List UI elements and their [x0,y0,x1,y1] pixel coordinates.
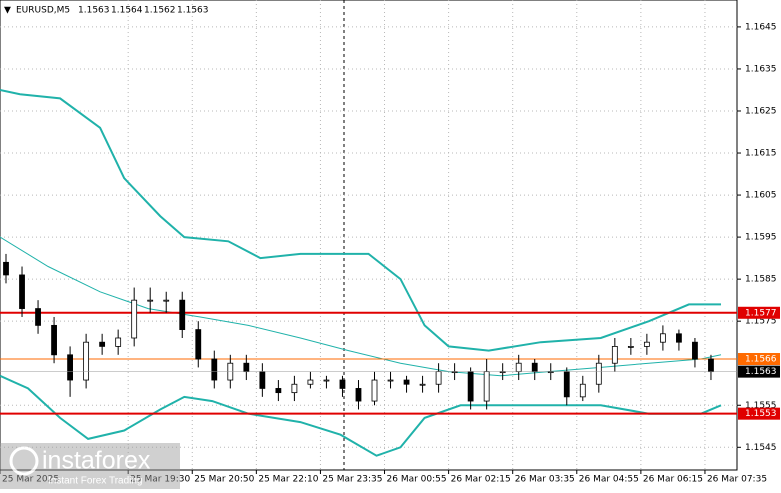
candle-body [195,329,202,360]
level-box [738,353,780,366]
candle-body [67,354,73,381]
level-box [738,407,780,420]
bid-box [738,365,780,378]
candle-body [355,388,362,402]
x-tick-label: 26 Mar 06:15 [643,475,703,485]
candle-body [403,379,410,385]
candle-body [179,299,186,330]
band-line [0,89,721,352]
candle-body [579,383,586,398]
y-tick-label: 1.1595 [745,233,777,243]
y-tick-label: 1.1635 [745,64,777,74]
watermark-brand: instaforex [42,447,151,475]
candle-body [3,261,9,276]
x-tick-label: 25 Mar 20:50 [194,475,254,485]
candle-body [307,379,314,385]
watermark: instaforex Instant Forex Trading [0,443,180,489]
candle-body [659,333,666,343]
candle-body [515,362,522,373]
candle-body [163,299,170,302]
plot-frame [0,0,738,471]
x-tick-label: 25 Mar 2025 [2,475,59,485]
header-open: 1.1563 [78,6,110,16]
candle-body [595,362,602,385]
candle-body [323,379,330,382]
candle-body [467,371,474,402]
y-tick-label: 1.1645 [745,22,777,32]
candle-body [51,324,57,356]
y-tick-label: 1.1575 [745,317,777,327]
candle-body [387,379,394,382]
header-symbol: EURUSD,M5 [16,6,70,16]
candle-body [643,341,650,347]
candle-body [131,299,138,339]
candle-body [211,358,218,381]
candle-body [676,333,682,343]
candle-body [147,299,154,302]
y-tick-label: 1.1555 [745,401,777,411]
watermark-tagline: Instant Forex Trading [48,476,143,487]
x-tick-label: 26 Mar 00:55 [387,475,447,485]
candle-body [115,337,122,347]
level-box [738,306,780,319]
header-high: 1.1564 [111,6,143,16]
candle-body [611,346,618,364]
candle-body [99,341,106,347]
y-tick-label: 1.1605 [745,191,777,201]
candle-body [419,383,426,386]
candle-body [19,274,25,309]
level-label: 1.1566 [745,355,777,365]
candle-body [83,341,90,381]
candle-body [531,362,538,373]
candle-body [483,371,490,402]
y-tick-label: 1.1615 [745,149,777,159]
band-line [0,374,722,457]
watermark-logo [9,446,39,476]
candle-body [371,379,378,402]
x-tick-label: 25 Mar 23:35 [322,475,382,485]
x-tick-label: 25 Mar 22:10 [258,475,318,485]
header-low: 1.1562 [144,6,176,16]
x-tick-label: 25 Mar 19:30 [130,475,190,485]
candle-body [291,383,298,394]
bid-label: 1.1563 [745,367,777,377]
x-tick-label: 26 Mar 04:55 [579,475,639,485]
x-tick-label: 26 Mar 03:35 [515,475,575,485]
level-label: 1.1553 [745,409,777,419]
candle-body [563,371,570,398]
band-line [0,236,722,377]
candle-body [275,388,282,394]
y-tick-label: 1.1585 [745,275,777,285]
y-tick-label: 1.1545 [745,443,777,453]
candle-body [35,308,41,326]
candle-body [339,379,346,389]
x-tick-label: 26 Mar 02:15 [451,475,511,485]
candle-body [259,371,266,389]
header-arrow: ▼ [4,6,11,16]
header-close: 1.1563 [177,6,209,16]
candle-body [692,341,698,360]
candle-body [627,346,634,348]
level-label: 1.1577 [745,308,777,318]
x-tick-label: 26 Mar 07:35 [707,475,767,485]
candle-body [435,371,442,385]
y-tick-label: 1.1625 [745,106,777,116]
candle-body [243,362,250,373]
candle-body [708,358,714,373]
